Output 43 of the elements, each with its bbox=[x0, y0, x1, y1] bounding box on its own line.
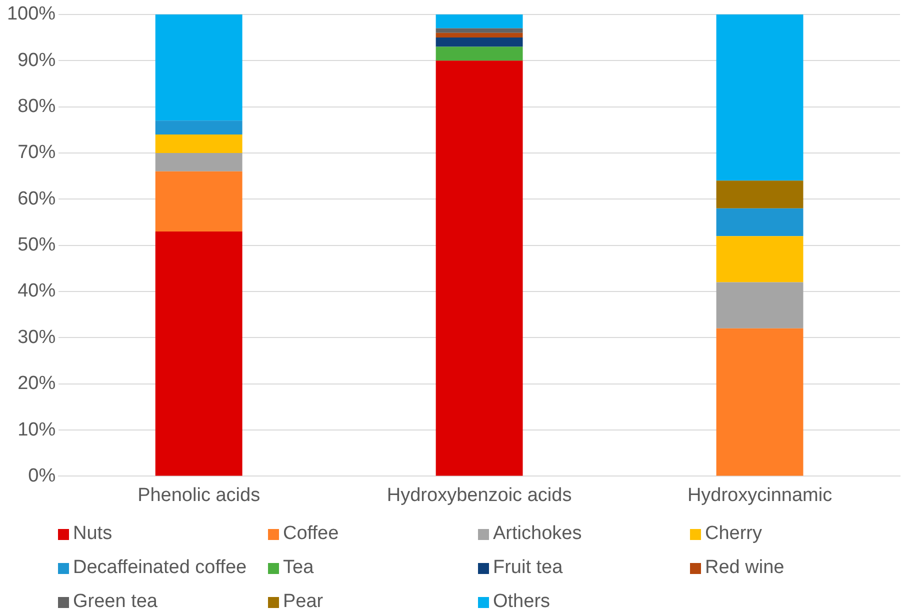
legend-label: Tea bbox=[283, 557, 314, 579]
x-tick-label: Hydroxybenzoic acids bbox=[386, 484, 572, 506]
bar bbox=[716, 328, 804, 476]
legend-label: Green tea bbox=[73, 591, 158, 612]
legend-label: Decaffeinated coffee bbox=[73, 557, 247, 579]
bar bbox=[716, 236, 804, 282]
y-tick-label: 90% bbox=[18, 50, 56, 71]
x-tick-label: Hydroxycinnamic bbox=[687, 484, 832, 506]
legend-label: Nuts bbox=[73, 523, 112, 545]
legend-label: Cherry bbox=[705, 523, 762, 545]
bar bbox=[716, 208, 804, 236]
x-tick-label: Phenolic acids bbox=[138, 484, 260, 506]
legend-label: Fruit tea bbox=[493, 557, 563, 579]
legend-label: Pear bbox=[283, 591, 324, 612]
bar bbox=[155, 152, 242, 172]
bar bbox=[155, 171, 242, 232]
legend-label: Others bbox=[493, 591, 550, 612]
legend-label: Coffee bbox=[283, 523, 339, 545]
bar bbox=[155, 134, 242, 153]
y-tick-label: 10% bbox=[18, 419, 56, 440]
bar bbox=[155, 231, 242, 476]
bar bbox=[716, 180, 804, 208]
bar bbox=[436, 28, 523, 33]
y-tick-label: 80% bbox=[18, 96, 56, 117]
bar bbox=[436, 32, 523, 38]
legend-label: Red wine bbox=[705, 557, 784, 579]
bar bbox=[716, 282, 804, 328]
y-tick-label: 0% bbox=[28, 465, 56, 486]
y-tick-label: 70% bbox=[18, 142, 56, 164]
bar bbox=[155, 14, 242, 121]
legend-label: Artichokes bbox=[493, 523, 582, 545]
bar bbox=[436, 14, 523, 28]
bar bbox=[436, 46, 523, 61]
bar bbox=[436, 60, 523, 476]
bar bbox=[436, 37, 523, 47]
y-tick-label: 100% bbox=[6, 4, 56, 25]
y-tick-label: 40% bbox=[18, 280, 56, 302]
y-tick-label: 30% bbox=[18, 326, 56, 348]
bar bbox=[155, 120, 242, 134]
y-tick-label: 50% bbox=[18, 234, 56, 256]
y-tick-label: 60% bbox=[18, 188, 56, 210]
y-tick-label: 20% bbox=[18, 373, 56, 394]
bar bbox=[716, 14, 804, 181]
